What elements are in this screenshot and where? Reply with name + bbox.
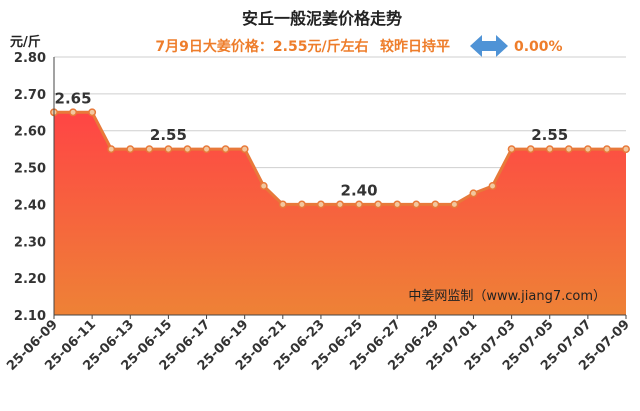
change-percent: 0.00%	[514, 39, 563, 55]
data-point	[297, 200, 306, 209]
price-summary: 7月9日大姜价格：2.55元/斤左右	[155, 38, 368, 55]
data-point	[469, 189, 478, 198]
double-arrow-icon	[470, 35, 508, 57]
data-point	[278, 200, 287, 209]
data-point	[88, 108, 97, 117]
data-point	[183, 145, 192, 154]
data-point	[126, 145, 135, 154]
y-tick-label: 2.40	[14, 198, 46, 213]
data-point	[622, 145, 630, 154]
data-point	[602, 145, 611, 154]
area-fill	[54, 112, 626, 315]
data-point	[412, 200, 421, 209]
data-point	[393, 200, 402, 209]
data-point	[259, 182, 268, 190]
y-tick-label: 2.80	[14, 51, 46, 66]
data-point	[164, 145, 173, 154]
y-axis-unit: 元/斤	[10, 34, 41, 50]
data-point	[336, 200, 344, 209]
data-point	[583, 145, 592, 154]
chart-title: 安丘一般泥姜价格走势	[242, 9, 402, 28]
data-label: 2.65	[55, 89, 92, 107]
y-tick-label: 2.10	[14, 309, 46, 324]
compare-text: 较昨日持平	[380, 38, 450, 55]
data-point	[202, 145, 211, 154]
data-point	[564, 145, 573, 154]
data-point	[69, 108, 78, 117]
data-point	[526, 145, 535, 154]
data-point	[107, 145, 116, 154]
data-point	[507, 145, 516, 154]
data-point	[221, 145, 230, 154]
y-axis: 2.10 2.20 2.30 2.40 2.50 2.60 2.70 2.80	[14, 51, 46, 324]
data-labels: 2.65 2.55 2.40 2.55	[55, 89, 569, 199]
data-point	[145, 145, 154, 154]
data-label: 2.55	[150, 126, 187, 144]
x-axis: 25-06-0925-06-1125-06-1325-06-1525-06-17…	[4, 315, 633, 374]
data-point	[545, 145, 554, 154]
y-tick-label: 2.70	[14, 88, 46, 103]
data-point	[316, 200, 325, 209]
data-label: 2.55	[531, 126, 568, 144]
y-tick-label: 2.30	[14, 235, 46, 250]
data-point	[374, 200, 383, 209]
y-tick-label: 2.20	[14, 272, 46, 287]
data-point	[488, 182, 497, 190]
y-tick-label: 2.60	[14, 125, 46, 140]
data-point	[355, 200, 364, 209]
y-tick-label: 2.50	[14, 162, 46, 177]
data-point	[450, 200, 459, 209]
data-point	[431, 200, 440, 209]
data-point	[240, 145, 249, 154]
data-label: 2.40	[341, 181, 378, 199]
watermark: 中姜网监制（www.jiang7.com）	[408, 289, 606, 304]
data-points	[50, 108, 630, 209]
